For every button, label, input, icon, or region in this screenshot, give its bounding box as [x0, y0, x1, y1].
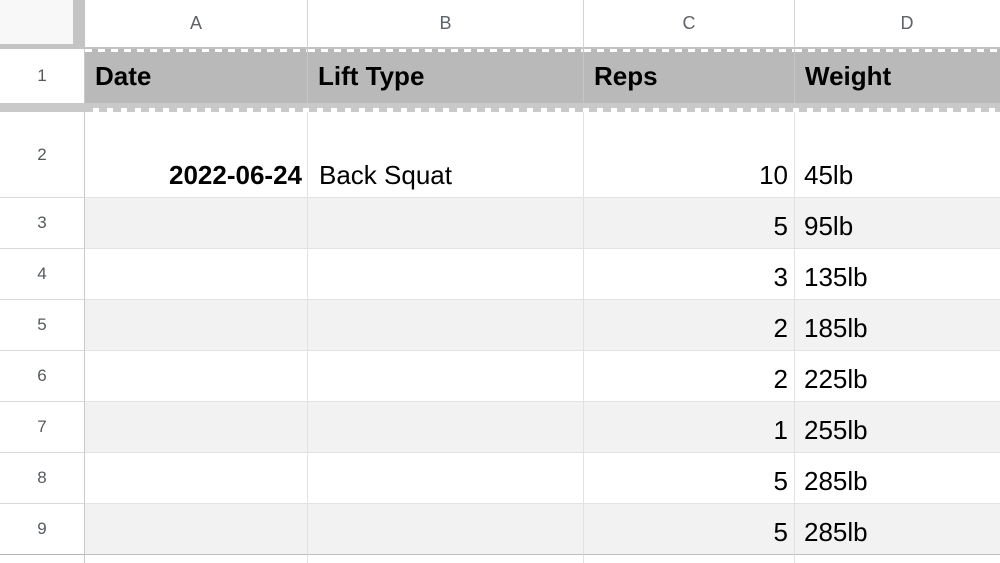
column-header-a[interactable]: A: [85, 0, 308, 49]
row-header-7[interactable]: 7: [0, 402, 85, 453]
cell-a5[interactable]: [85, 300, 308, 351]
cell-a1-date-header[interactable]: Date: [85, 49, 308, 103]
frozen-row-divider: [0, 103, 1000, 112]
column-header-d[interactable]: D: [795, 0, 1000, 49]
cell-b4[interactable]: [308, 249, 584, 300]
cell-c4[interactable]: 3: [584, 249, 795, 300]
cell-d1-weight-header[interactable]: Weight: [795, 49, 1000, 103]
cell-a8[interactable]: [85, 453, 308, 504]
cell-a6[interactable]: [85, 351, 308, 402]
cell-d4[interactable]: 135lb: [795, 249, 1000, 300]
cell-b9[interactable]: [308, 504, 584, 555]
row-header-6[interactable]: 6: [0, 351, 85, 402]
cell-c10[interactable]: [584, 555, 795, 563]
cell-c2[interactable]: 10: [584, 112, 795, 198]
cell-b1-lift-type-header[interactable]: Lift Type: [308, 49, 584, 103]
cell-b6[interactable]: [308, 351, 584, 402]
cell-d7[interactable]: 255lb: [795, 402, 1000, 453]
cell-c3[interactable]: 5: [584, 198, 795, 249]
cell-c8[interactable]: 5: [584, 453, 795, 504]
cell-a9[interactable]: [85, 504, 308, 555]
row-header-2[interactable]: 2: [0, 112, 85, 198]
row-header-9[interactable]: 9: [0, 504, 85, 555]
select-all-corner[interactable]: [0, 0, 85, 49]
row-header-1[interactable]: 1: [0, 49, 85, 103]
cell-d8[interactable]: 285lb: [795, 453, 1000, 504]
cell-a3[interactable]: [85, 198, 308, 249]
cell-b8[interactable]: [308, 453, 584, 504]
cell-c6[interactable]: 2: [584, 351, 795, 402]
column-header-b[interactable]: B: [308, 0, 584, 49]
cell-d3[interactable]: 95lb: [795, 198, 1000, 249]
cell-d6[interactable]: 225lb: [795, 351, 1000, 402]
cell-a4[interactable]: [85, 249, 308, 300]
cell-d5[interactable]: 185lb: [795, 300, 1000, 351]
cell-a10[interactable]: [85, 555, 308, 563]
cell-d2[interactable]: 45lb: [795, 112, 1000, 198]
cell-b3[interactable]: [308, 198, 584, 249]
cell-b2[interactable]: Back Squat: [308, 112, 584, 198]
cell-a2[interactable]: 2022-06-24: [85, 112, 308, 198]
cell-c5[interactable]: 2: [584, 300, 795, 351]
cell-a7[interactable]: [85, 402, 308, 453]
row-header-10[interactable]: [0, 555, 85, 563]
row-header-4[interactable]: 4: [0, 249, 85, 300]
cell-b10[interactable]: [308, 555, 584, 563]
row-header-5[interactable]: 5: [0, 300, 85, 351]
row-header-8[interactable]: 8: [0, 453, 85, 504]
cell-b7[interactable]: [308, 402, 584, 453]
cell-d9[interactable]: 285lb: [795, 504, 1000, 555]
cell-c1-reps-header[interactable]: Reps: [584, 49, 795, 103]
row-header-3[interactable]: 3: [0, 198, 85, 249]
cell-b5[interactable]: [308, 300, 584, 351]
cell-d10[interactable]: [795, 555, 1000, 563]
column-header-c[interactable]: C: [584, 0, 795, 49]
cell-c7[interactable]: 1: [584, 402, 795, 453]
cell-c9[interactable]: 5: [584, 504, 795, 555]
